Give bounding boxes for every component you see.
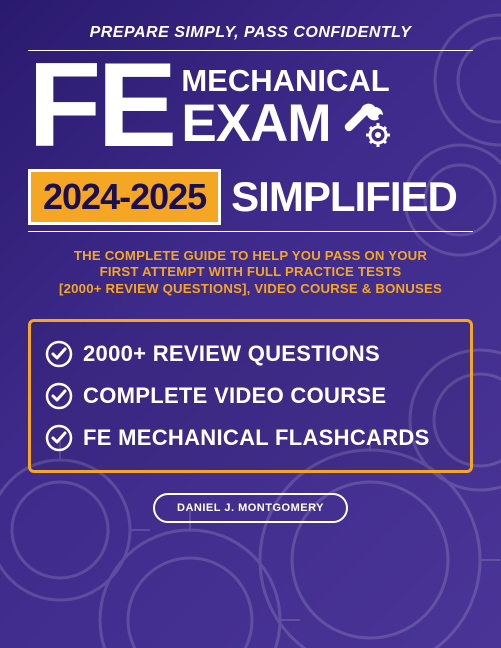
feature-label: FE MECHANICAL FLASHCARDS [83, 425, 430, 451]
wrench-gear-icon [340, 99, 390, 149]
feature-item: COMPLETE VIDEO COURSE [45, 382, 456, 410]
year-badge: 2024-2025 [28, 169, 221, 225]
feature-item: FE MECHANICAL FLASHCARDS [45, 424, 456, 452]
check-circle-icon [45, 340, 73, 368]
check-circle-icon [45, 382, 73, 410]
title-row: FE MECHANICAL EXAM [28, 53, 473, 159]
year-row: 2024-2025 SIMPLIFIED [28, 169, 473, 225]
author-badge: DANIEL J. MONTGOMERY [153, 493, 348, 523]
title-simplified: SIMPLIFIED [231, 173, 457, 221]
features-box: 2000+ REVIEW QUESTIONS COMPLETE VIDEO CO… [28, 319, 473, 473]
subtitle-line: THE COMPLETE GUIDE TO HELP YOU PASS ON Y… [74, 248, 427, 263]
subtitle: THE COMPLETE GUIDE TO HELP YOU PASS ON Y… [28, 248, 473, 298]
subtitle-line: FIRST ATTEMPT WITH FULL PRACTICE TESTS [100, 264, 402, 279]
feature-label: 2000+ REVIEW QUESTIONS [83, 341, 380, 367]
feature-item: 2000+ REVIEW QUESTIONS [45, 340, 456, 368]
check-circle-icon [45, 424, 73, 452]
subtitle-line: [2000+ REVIEW QUESTIONS], VIDEO COURSE &… [59, 281, 442, 296]
feature-label: COMPLETE VIDEO COURSE [83, 383, 386, 409]
title-fe: FE [28, 53, 173, 159]
title-exam: EXAM [181, 100, 330, 148]
divider-mid [28, 231, 473, 232]
